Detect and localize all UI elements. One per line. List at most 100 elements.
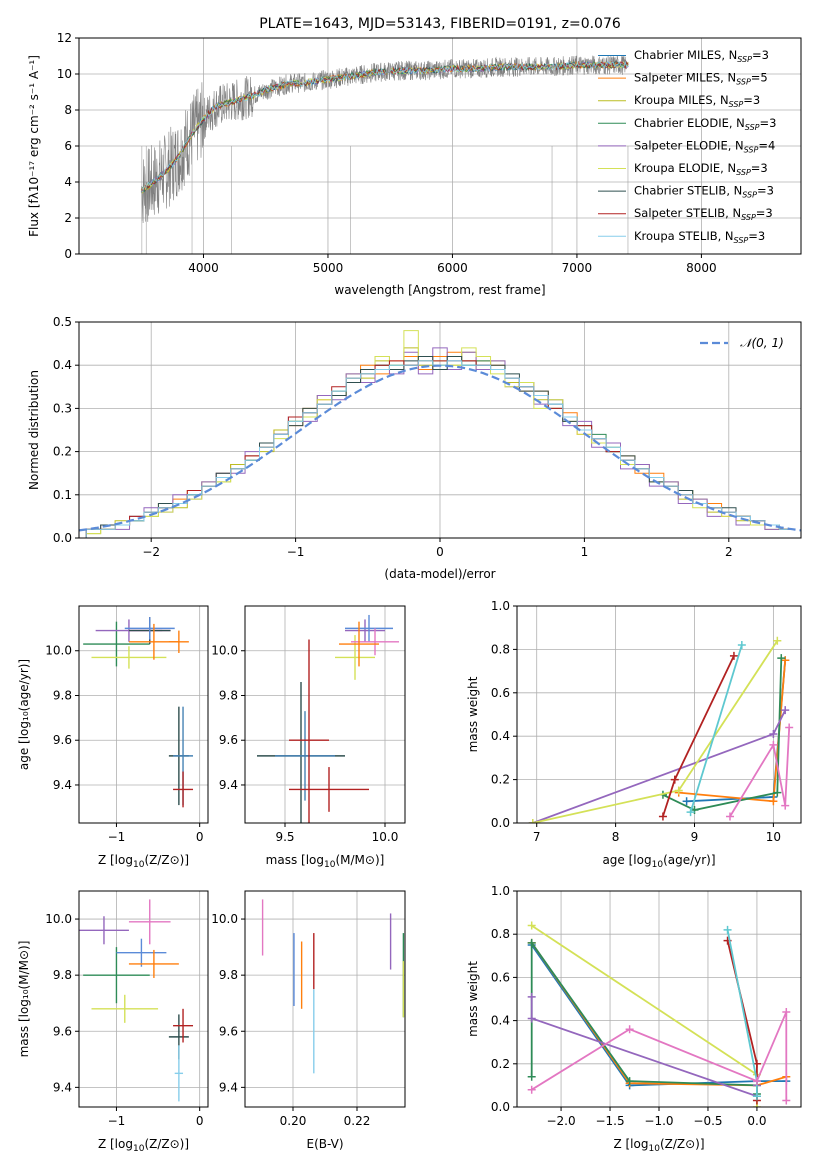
x-tick-label: 0.20: [280, 1114, 307, 1128]
errorbar: [173, 771, 194, 808]
legend-entry: Kroupa MILES, NSSP=3: [634, 93, 760, 109]
y-tick-label: 10.0: [45, 644, 72, 658]
errorbar: [91, 994, 159, 1023]
x-tick-label: −1.5: [595, 1114, 624, 1128]
x-tick-label: 0: [196, 830, 204, 844]
point-marker: [674, 786, 683, 795]
y-tick-label: 4: [64, 175, 72, 189]
y-axis-label: mass [log₁₀(M/M⊙)]: [17, 941, 31, 1058]
model-spectrum: [141, 60, 629, 194]
errorbar: [335, 635, 375, 680]
errorbar: [289, 767, 369, 812]
point-marker: [773, 636, 782, 645]
x-axis-label: age [log10(age/yr)]: [602, 853, 715, 870]
point-marker: [527, 938, 536, 947]
x-tick-label: 9.5: [275, 830, 294, 844]
x-tick-label: 9: [691, 830, 699, 844]
y-tick-label: 0: [64, 247, 72, 261]
y-tick-label: 1.0: [491, 884, 510, 898]
panel-8: −2.0 −1.5 −1.0 −0.5 0.0 0.0 0.2 0.4 0.6 0.8 1.0 Z […: [466, 884, 802, 1154]
errorbar: [289, 639, 329, 823]
plot-area: [79, 899, 194, 1102]
errorbar: [83, 947, 150, 1004]
x-tick-label: −1: [108, 1114, 126, 1128]
point-marker: [782, 1007, 791, 1016]
x-axis-label: Z [log10(Z/Z⊙)]: [613, 1137, 704, 1154]
plot-area: [528, 636, 794, 823]
y-tick-label: 2: [64, 211, 72, 225]
x-tick-label: 7000: [562, 261, 593, 275]
y-tick-label: 9.4: [219, 778, 238, 792]
point-marker: [682, 797, 691, 806]
y-tick-label: 0.0: [53, 531, 72, 545]
y-tick-label: 12: [57, 31, 72, 45]
series-line: [531, 924, 758, 1107]
y-tick-label: 9.4: [219, 1080, 238, 1094]
legend: Chabrier MILES, NSSP=3 Salpeter MILES, NS…: [598, 48, 776, 245]
series-line: [532, 709, 787, 823]
y-tick-label: 10: [57, 67, 72, 81]
y-tick-label: 0.2: [491, 1057, 510, 1071]
point-marker: [737, 641, 746, 650]
series: [723, 925, 761, 1101]
model-spectrum: [140, 60, 629, 192]
panel-5: 7 8 9 10 0.0 0.2 0.4 0.6 0.8 1.0 age [log10(age/yr…: [466, 599, 802, 870]
point-marker: [777, 654, 786, 663]
model-spectrum: [140, 60, 629, 194]
y-tick-label: 0.8: [491, 642, 510, 656]
y-tick-label: 10.0: [211, 912, 238, 926]
series: [527, 938, 761, 1099]
y-tick-label: 9.4: [53, 778, 72, 792]
y-tick-label: 10.0: [211, 644, 238, 658]
y-tick-label: 0.6: [491, 686, 510, 700]
model-spectrum: [141, 60, 629, 193]
series: [726, 723, 794, 821]
legend: 𝒩(0, 1): [700, 336, 784, 350]
y-axis-label: Normed distribution: [27, 370, 41, 490]
y-tick-label: 9.6: [53, 733, 72, 747]
errorbar: [275, 711, 335, 801]
x-tick-label: 0: [196, 1114, 204, 1128]
errorbar: [79, 916, 129, 945]
errorbar: [128, 899, 171, 945]
point-marker: [782, 1096, 791, 1105]
axes-frame: [78, 321, 802, 539]
y-tick-label: 0.1: [53, 488, 72, 502]
point-marker: [723, 925, 732, 934]
x-tick-label: 10.0: [372, 830, 399, 844]
x-tick-label: 5000: [313, 261, 344, 275]
x-tick-label: 2: [725, 545, 733, 559]
model-spectrum: [141, 60, 629, 191]
point-marker: [752, 1092, 761, 1101]
point-marker: [625, 1025, 634, 1034]
errorbar: [339, 621, 379, 667]
legend-entry: Kroupa ELODIE, NSSP=3: [634, 161, 768, 177]
y-axis-label: age [log₁₀(age/yr)]: [17, 659, 31, 770]
grid: [245, 891, 405, 1107]
point-marker: [686, 808, 695, 817]
legend-entry: Chabrier STELIB, NSSP=3: [634, 184, 774, 200]
legend-entry: Salpeter MILES, NSSP=5: [634, 71, 768, 87]
y-tick-label: 9.4: [53, 1080, 72, 1094]
y-tick-label: 9.8: [219, 968, 238, 982]
model-spectrum: [140, 61, 629, 193]
panel-1: 4000 5000 6000 7000 8000 0 2 4 6 8 10 12 PLATE=1643,…: [27, 16, 802, 297]
x-tick-label: 4000: [188, 261, 219, 275]
x-tick-label: 8000: [686, 261, 717, 275]
x-tick-label: −2: [142, 545, 160, 559]
axes-frame: [244, 605, 406, 824]
series: [528, 636, 782, 823]
point-marker: [769, 797, 778, 806]
x-tick-label: 0: [436, 545, 444, 559]
axes-frame: [78, 37, 802, 255]
errorbar: [174, 1045, 184, 1102]
x-tick-label: 0.22: [344, 1114, 371, 1128]
point-marker: [670, 775, 679, 784]
series-line: [662, 658, 783, 811]
point-marker: [781, 706, 790, 715]
series-line: [530, 939, 758, 1094]
errorbar: [345, 619, 385, 642]
point-marker: [726, 812, 734, 821]
y-tick-label: 0.3: [53, 401, 72, 415]
point-marker: [785, 723, 794, 732]
